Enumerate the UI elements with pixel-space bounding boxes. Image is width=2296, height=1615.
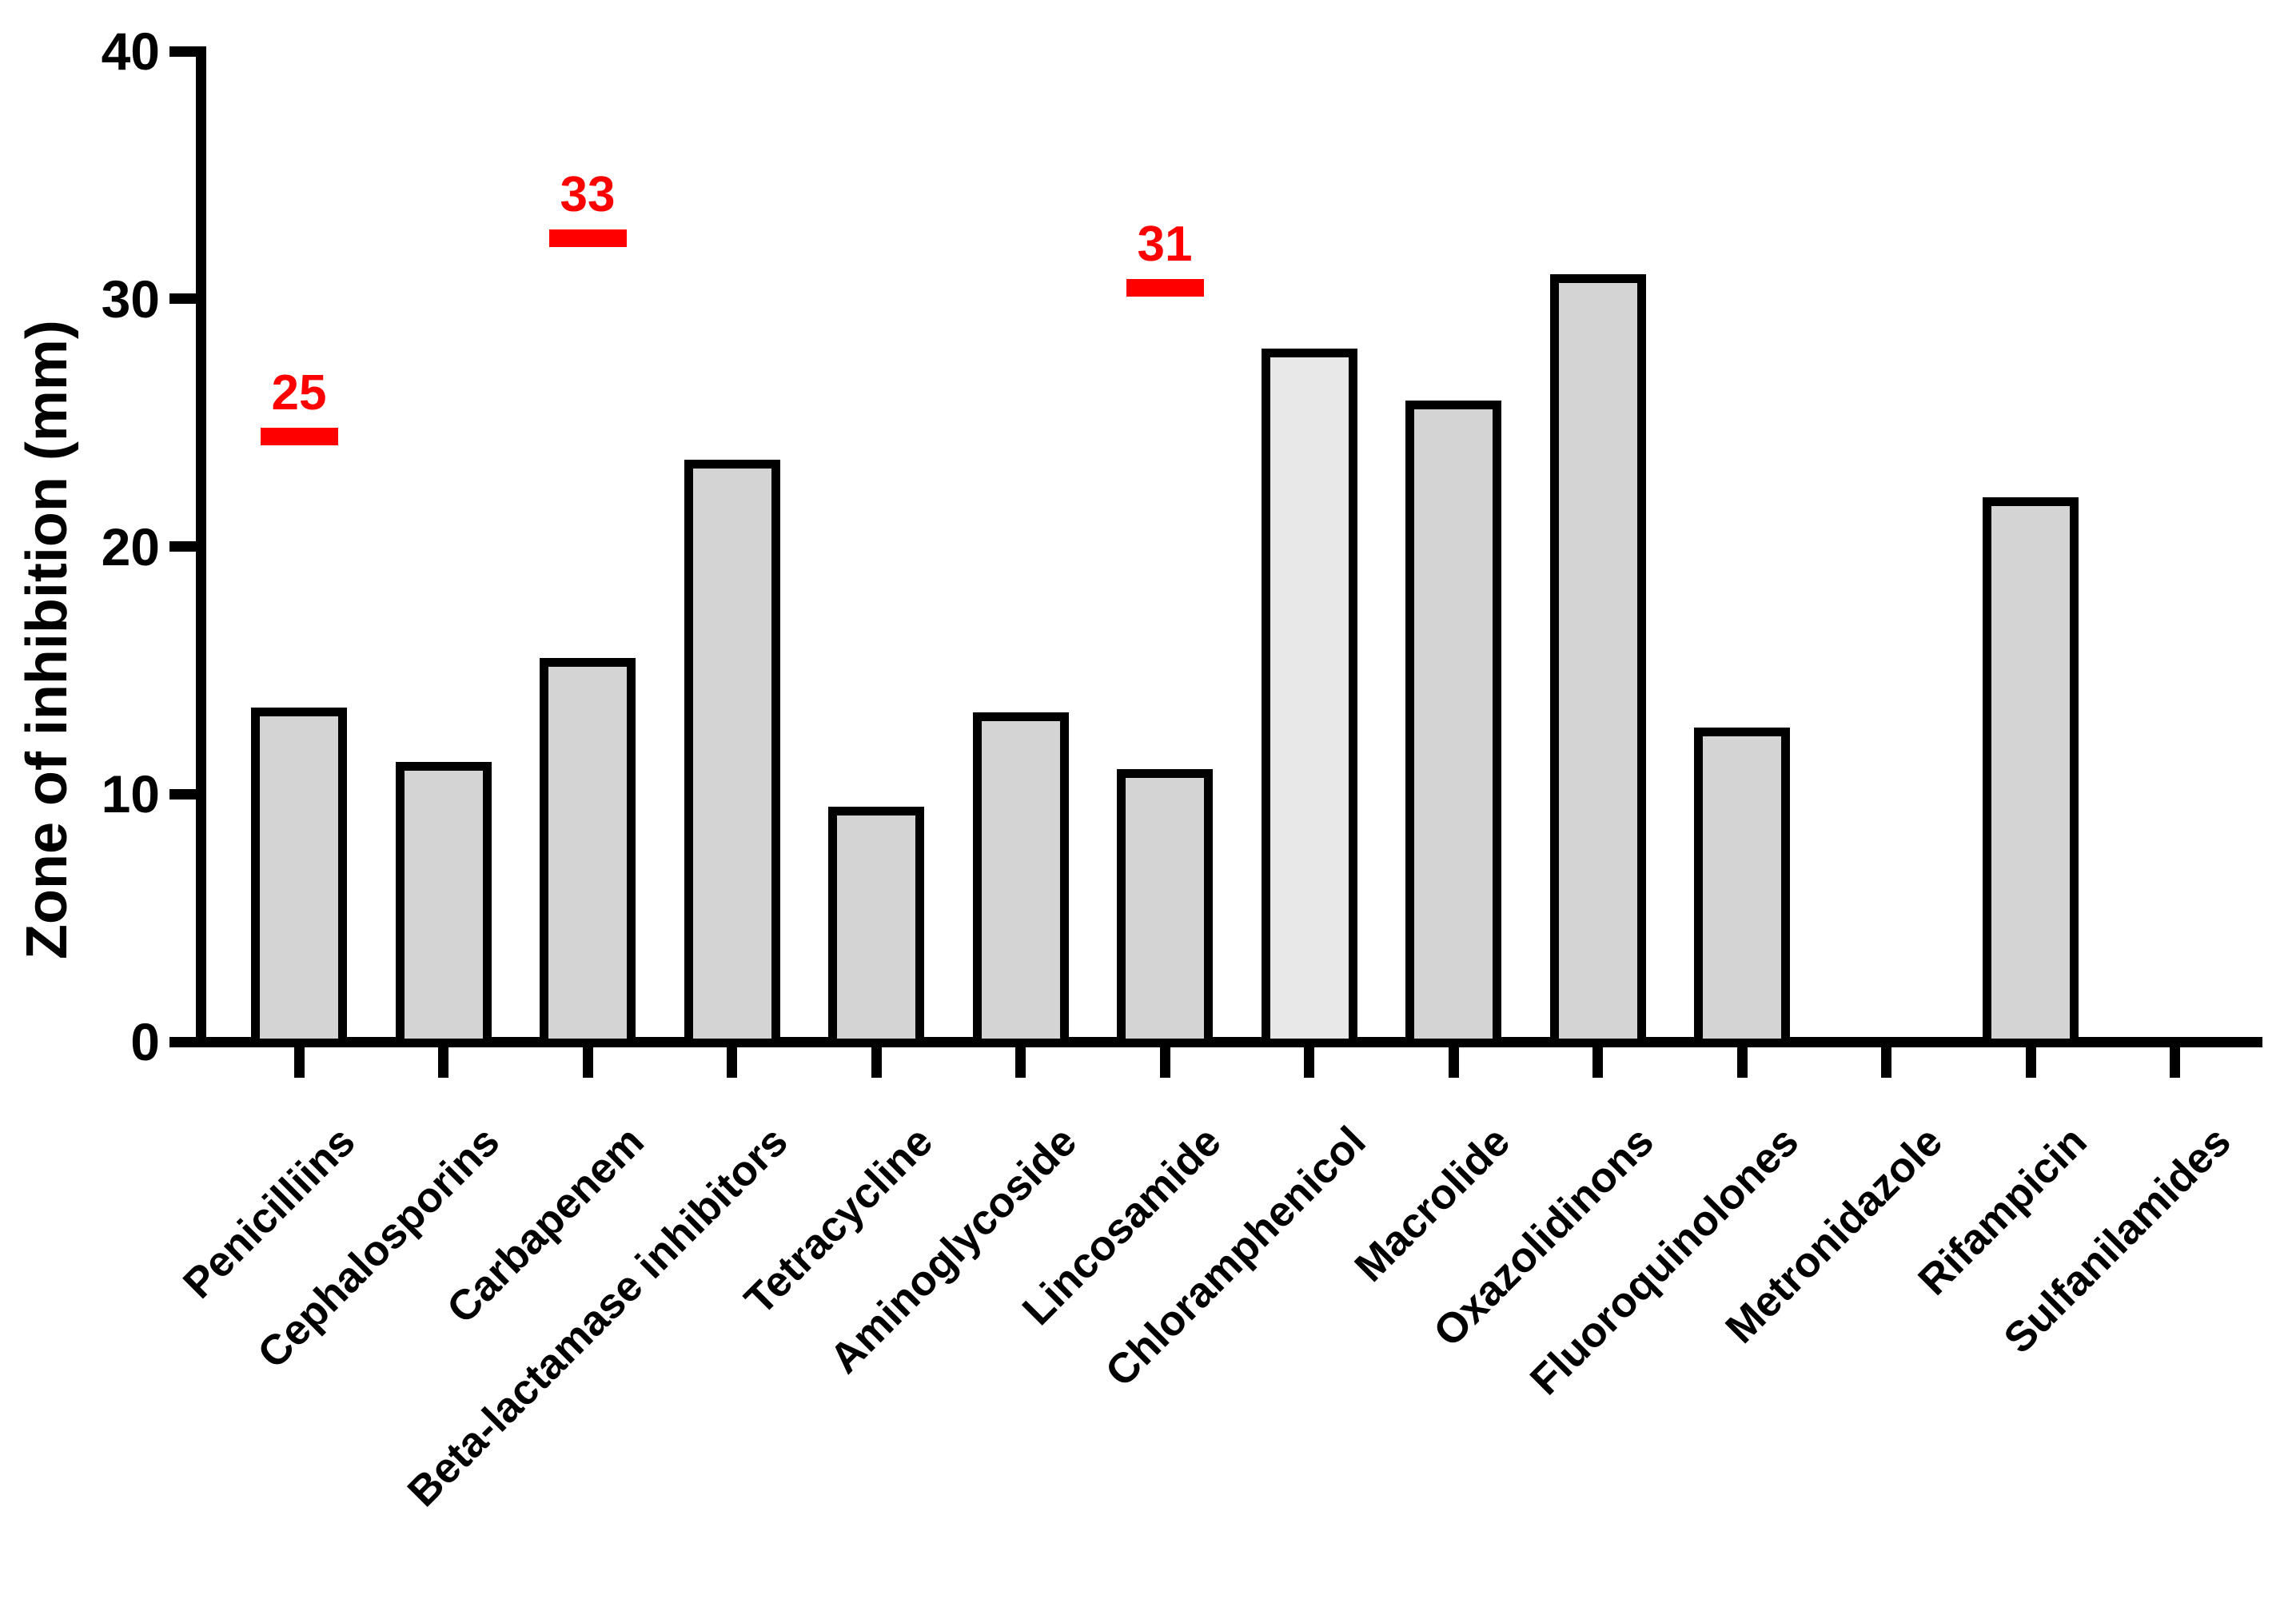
y-axis-tick (169, 788, 196, 800)
x-axis-tick (727, 1047, 737, 1078)
bar-chloramphenicol (1261, 348, 1357, 1047)
annotation-line-penicilliins (260, 427, 338, 445)
y-axis-tick (169, 1036, 196, 1047)
bar-carbapenem (540, 657, 636, 1047)
x-axis-tick (2170, 1047, 2180, 1078)
y-axis-tick-label: 40 (101, 22, 160, 82)
annotation-line-lincosamide (1126, 278, 1204, 297)
x-axis-tick (1304, 1047, 1314, 1078)
category-label-cephalosporins: Cephalosporins (249, 1118, 509, 1378)
y-axis-tick-label: 30 (101, 269, 160, 329)
bar-lincosamide (1117, 769, 1213, 1047)
y-axis-tick-label: 10 (101, 764, 160, 824)
x-axis-tick (1159, 1047, 1170, 1078)
category-label-fluoroquinolones: Fluoroquinolones (1521, 1118, 1808, 1405)
x-axis-tick (1448, 1047, 1459, 1078)
y-axis-line (196, 46, 206, 1047)
x-axis-tick (438, 1047, 448, 1078)
annotation-value-carbapenem: 33 (560, 166, 616, 222)
x-axis-tick (871, 1047, 882, 1078)
bar-beta-lactamase-inhibitors (684, 460, 780, 1047)
category-label-aminoglycoside: Aminoglycoside (821, 1118, 1086, 1383)
y-axis-tick (169, 46, 196, 57)
y-axis-tick (169, 293, 196, 305)
y-axis-tick (169, 541, 196, 552)
bar-fluoroquinolones (1694, 727, 1790, 1047)
bar-rifampicin (1983, 496, 2079, 1047)
x-axis-tick (293, 1047, 305, 1078)
y-axis-tick-label: 0 (130, 1012, 160, 1071)
y-axis-tick-label: 20 (101, 516, 160, 576)
annotation-value-lincosamide: 31 (1137, 216, 1193, 272)
x-axis-tick (1736, 1047, 1748, 1078)
annotation-line-carbapenem (548, 229, 627, 247)
x-axis-tick (1592, 1047, 1603, 1078)
x-axis-tick (2025, 1047, 2036, 1078)
y-axis-title: Zone of inhibition (mm) (15, 320, 79, 959)
bar-penicilliins (251, 707, 347, 1047)
bar-cephalosporins (395, 762, 492, 1047)
bar-aminoglycoside (972, 712, 1069, 1047)
annotation-value-penicilliins: 25 (271, 365, 327, 421)
bar-macrolide (1405, 400, 1501, 1047)
x-axis-tick (582, 1047, 593, 1078)
x-axis-tick (1015, 1047, 1026, 1078)
bar-oxazolidinons (1549, 273, 1646, 1047)
x-axis-tick (1881, 1047, 1891, 1078)
bar-tetracycline (828, 806, 924, 1047)
category-label-chloramphenicol: Chloramphenicol (1096, 1118, 1375, 1396)
